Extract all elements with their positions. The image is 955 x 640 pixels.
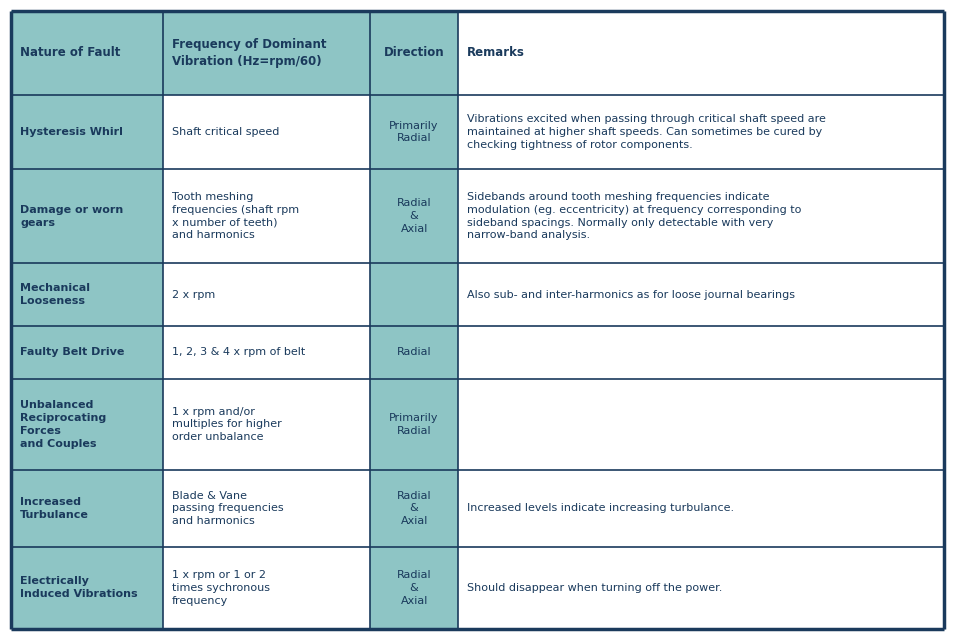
Bar xyxy=(458,169,944,264)
Bar xyxy=(371,169,458,264)
Text: Sidebands around tooth meshing frequencies indicate
modulation (eg. eccentricity: Sidebands around tooth meshing frequenci… xyxy=(467,192,801,241)
Bar xyxy=(458,326,944,379)
Text: Hysteresis Whirl: Hysteresis Whirl xyxy=(20,127,123,137)
Bar xyxy=(11,169,163,264)
Text: Increased
Turbulance: Increased Turbulance xyxy=(20,497,89,520)
Text: 1 x rpm or 1 or 2
times sychronous
frequency: 1 x rpm or 1 or 2 times sychronous frequ… xyxy=(172,570,270,605)
Text: Should disappear when turning off the power.: Should disappear when turning off the po… xyxy=(467,583,722,593)
Text: Remarks: Remarks xyxy=(467,46,524,60)
Text: Mechanical
Looseness: Mechanical Looseness xyxy=(20,284,90,306)
Text: Vibrations excited when passing through critical shaft speed are
maintained at h: Vibrations excited when passing through … xyxy=(467,114,825,150)
Text: Radial
&
Axial: Radial & Axial xyxy=(397,570,432,605)
Bar xyxy=(163,169,371,264)
Text: Primarily
Radial: Primarily Radial xyxy=(390,120,439,143)
Text: 1 x rpm and/or
multiples for higher
order unbalance: 1 x rpm and/or multiples for higher orde… xyxy=(172,406,282,442)
Bar xyxy=(371,95,458,169)
Text: Increased levels indicate increasing turbulance.: Increased levels indicate increasing tur… xyxy=(467,504,733,513)
Text: Faulty Belt Drive: Faulty Belt Drive xyxy=(20,348,124,357)
Text: Tooth meshing
frequencies (shaft rpm
x number of teeth)
and harmonics: Tooth meshing frequencies (shaft rpm x n… xyxy=(172,192,299,241)
Bar xyxy=(458,547,944,629)
Text: 1, 2, 3 & 4 x rpm of belt: 1, 2, 3 & 4 x rpm of belt xyxy=(172,348,306,357)
Bar xyxy=(11,470,163,547)
Text: Blade & Vane
passing frequencies
and harmonics: Blade & Vane passing frequencies and har… xyxy=(172,491,284,526)
Bar xyxy=(163,547,371,629)
Bar xyxy=(11,379,163,470)
Text: Unbalanced
Reciprocating
Forces
and Couples: Unbalanced Reciprocating Forces and Coup… xyxy=(20,400,106,449)
Text: Radial
&
Axial: Radial & Axial xyxy=(397,198,432,234)
Text: Electrically
Induced Vibrations: Electrically Induced Vibrations xyxy=(20,577,138,599)
Bar xyxy=(458,264,944,326)
Bar xyxy=(11,547,163,629)
Bar xyxy=(163,95,371,169)
Text: Shaft critical speed: Shaft critical speed xyxy=(172,127,280,137)
Text: Frequency of Dominant
Vibration (Hz=rpm/60): Frequency of Dominant Vibration (Hz=rpm/… xyxy=(172,38,327,68)
Bar xyxy=(11,264,163,326)
Bar xyxy=(371,379,458,470)
Bar xyxy=(371,264,458,326)
Text: Damage or worn
gears: Damage or worn gears xyxy=(20,205,123,228)
Bar xyxy=(371,547,458,629)
Bar xyxy=(163,11,371,95)
Bar xyxy=(371,326,458,379)
Text: 2 x rpm: 2 x rpm xyxy=(172,290,215,300)
Bar xyxy=(11,326,163,379)
Bar xyxy=(11,95,163,169)
Text: Direction: Direction xyxy=(384,46,444,60)
Text: Primarily
Radial: Primarily Radial xyxy=(390,413,439,436)
Text: Also sub- and inter-harmonics as for loose journal bearings: Also sub- and inter-harmonics as for loo… xyxy=(467,290,795,300)
Bar xyxy=(371,11,458,95)
Bar xyxy=(371,470,458,547)
Bar xyxy=(458,95,944,169)
Bar xyxy=(163,326,371,379)
Bar xyxy=(163,264,371,326)
Bar xyxy=(11,11,163,95)
Bar xyxy=(458,379,944,470)
Bar xyxy=(163,379,371,470)
Text: Nature of Fault: Nature of Fault xyxy=(20,46,120,60)
Text: Radial: Radial xyxy=(397,348,432,357)
Bar xyxy=(458,470,944,547)
Text: Radial
&
Axial: Radial & Axial xyxy=(397,491,432,526)
Bar xyxy=(163,470,371,547)
Bar xyxy=(458,11,944,95)
